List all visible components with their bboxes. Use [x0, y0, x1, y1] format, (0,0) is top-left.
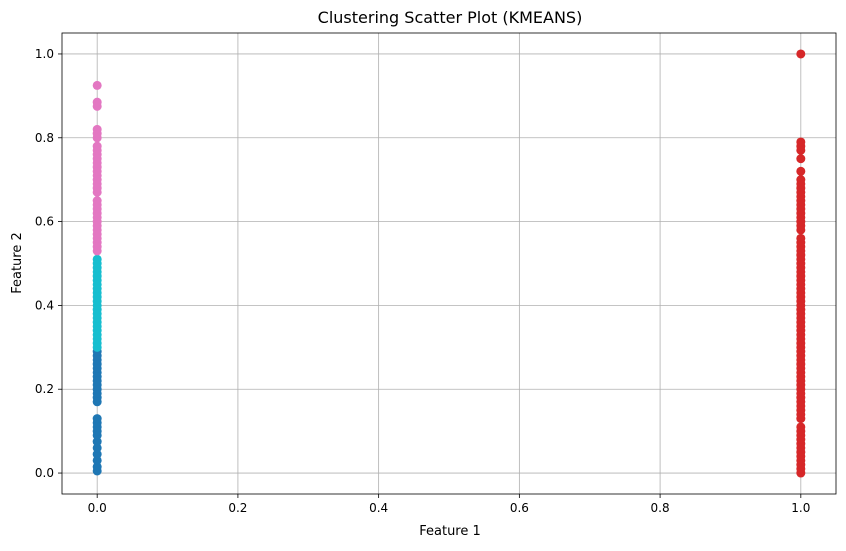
data-point [92, 437, 102, 447]
x-axis-label: Feature 1 [419, 524, 481, 539]
data-point [92, 80, 102, 90]
x-tick-label: 0.6 [510, 501, 529, 515]
x-tick-label: 0.8 [651, 501, 670, 515]
data-point [92, 462, 102, 472]
data-point [796, 49, 806, 59]
y-axis-ticks: 0.0 0.2 0.4 0.6 0.8 1.0 [35, 47, 62, 480]
data-point [92, 141, 102, 151]
y-tick-label: 0.8 [35, 131, 54, 145]
data-point [92, 449, 102, 459]
data-point [92, 254, 102, 264]
y-tick-label: 0.4 [35, 298, 54, 312]
data-point [796, 233, 806, 243]
chart-title: Clustering Scatter Plot (KMEANS) [318, 8, 583, 27]
scatter-points [92, 49, 806, 478]
data-point [92, 97, 102, 107]
x-tick-label: 0.2 [228, 501, 247, 515]
data-point [796, 154, 806, 164]
data-point [92, 414, 102, 424]
data-point [796, 166, 806, 176]
x-tick-label: 1.0 [791, 501, 810, 515]
y-tick-label: 0.0 [35, 466, 54, 480]
plot-frame [61, 32, 837, 495]
data-point [796, 422, 806, 432]
x-tick-label: 0.0 [88, 501, 107, 515]
y-tick-label: 0.2 [35, 382, 54, 396]
y-axis-label: Feature 2 [10, 232, 25, 294]
x-axis-ticks: 0.0 0.2 0.4 0.6 0.8 1.0 [88, 494, 810, 515]
data-point [92, 455, 102, 465]
x-tick-label: 0.4 [369, 501, 388, 515]
data-point [796, 137, 806, 147]
data-point [92, 443, 102, 453]
grid [62, 33, 836, 494]
data-point [92, 196, 102, 206]
y-tick-label: 1.0 [35, 47, 54, 61]
y-tick-label: 0.6 [35, 215, 54, 229]
data-point [796, 175, 806, 185]
data-point [92, 124, 102, 134]
